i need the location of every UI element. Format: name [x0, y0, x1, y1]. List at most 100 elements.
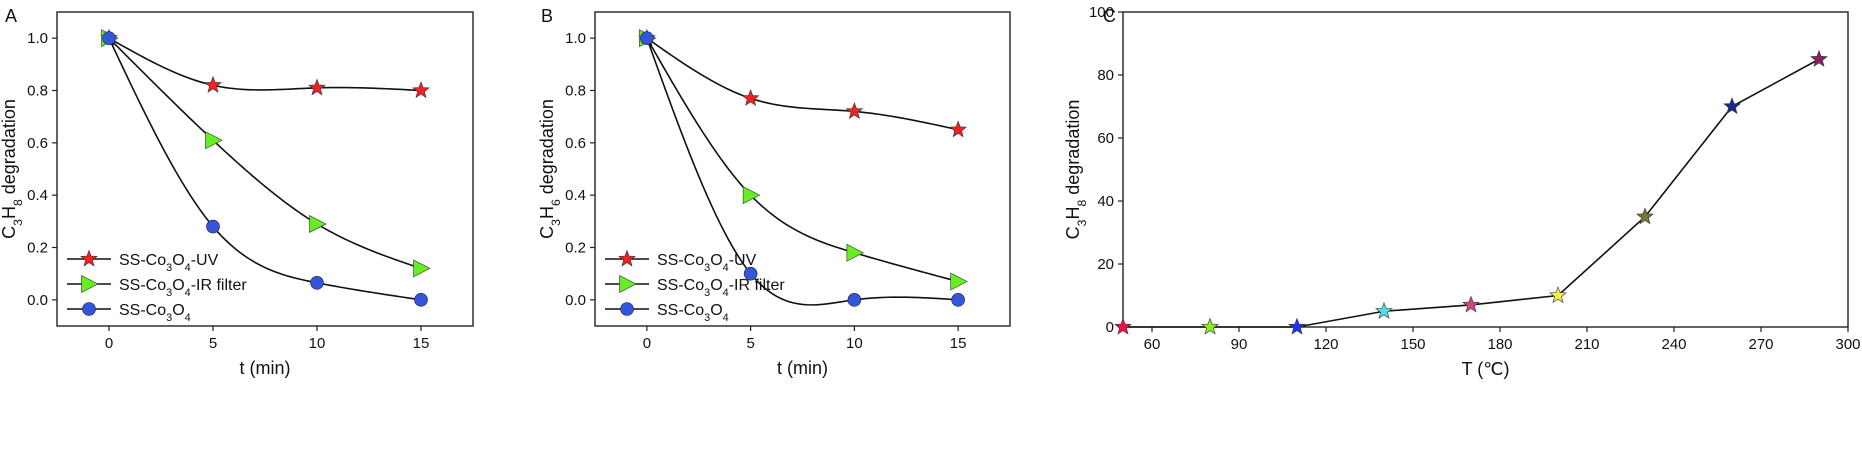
ylabel-sub: 3	[1075, 219, 1089, 226]
legend-sub: 3	[166, 262, 172, 274]
panel-a-data-point	[308, 78, 326, 96]
legend-part: O	[710, 252, 722, 269]
legend-entry-text: SS-Co3O4-UV	[657, 252, 757, 274]
panel-b-data-point	[742, 186, 761, 205]
panel-c-xtick-label: 120	[1313, 336, 1338, 353]
panel-b-ytick-label: 1.0	[565, 30, 586, 47]
panel-c-xtick-label: 270	[1748, 336, 1773, 353]
panel-b-data-point	[845, 102, 864, 119]
panel-b-data-point	[640, 31, 654, 45]
legend-part: O	[710, 302, 722, 319]
legend-part: SS-Co	[119, 277, 166, 294]
ylabel-part: H	[0, 206, 19, 219]
panel-a-ytick-label: 1.0	[27, 30, 48, 47]
panel-a-data-point	[206, 219, 220, 234]
panel-c-xtick-label: 150	[1400, 336, 1425, 353]
panel-a-data-point	[412, 81, 430, 99]
legend-sub: 4	[185, 312, 191, 324]
panel-c-data-point	[1114, 317, 1132, 335]
panel-a-data-point	[205, 131, 223, 150]
panel-b-xtick-label: 10	[846, 335, 863, 352]
panel-c-frame	[1122, 11, 1849, 328]
panel-b-xtick-label: 0	[643, 335, 651, 352]
panel-c-data-point	[1462, 295, 1480, 313]
legend-marker	[80, 249, 98, 267]
panel-a: A0 5 10 150.00.20.40.60.81.0t (min)C3H8 deg…	[0, 6, 474, 378]
panel-c-xtick-label: 240	[1661, 336, 1686, 353]
legend-part: SS-Co	[657, 277, 704, 294]
legend-sub: 3	[704, 287, 710, 299]
panel-a-series-line	[108, 37, 422, 301]
panel-b-ylabel: C3H6 degradation	[537, 99, 563, 239]
legend-part: -IR filter	[729, 277, 786, 294]
panel-c-ytick-label: 40	[1097, 193, 1114, 210]
panel-a-xtick-label: 5	[209, 335, 217, 352]
panel-b-ytick-label: 0.6	[565, 135, 586, 152]
legend-part: SS-Co	[657, 252, 704, 269]
panel-a-series-line	[108, 37, 422, 92]
legend-marker	[618, 249, 636, 267]
panel-c-ytick-label: 80	[1097, 67, 1114, 84]
legend-entry-text: SS-Co3O4	[657, 302, 729, 324]
ylabel-part: H	[1063, 207, 1083, 220]
panel-a-label: A	[5, 6, 17, 26]
panel-a-ytick-label: 0.4	[27, 187, 48, 204]
legend-sub: 3	[704, 262, 710, 274]
panel-b-ytick-label: 0.8	[565, 83, 586, 100]
panel-b-data-point	[743, 266, 758, 281]
panel-a-data-point	[413, 259, 431, 278]
panel-b-label: B	[541, 6, 553, 26]
legend-sub: 4	[723, 287, 729, 299]
panel-c-xtick-label: 180	[1487, 336, 1512, 353]
panel-c-data-point	[1375, 301, 1393, 319]
panel-a-xtick-label: 0	[105, 335, 113, 352]
legend-entry-text: SS-Co3O4-IR filter	[657, 277, 785, 299]
ylabel-sub: 3	[549, 219, 563, 226]
ylabel-sub: 8	[1075, 200, 1089, 207]
panel-c-ytick-label: 60	[1097, 130, 1114, 147]
panel-a-data-point	[204, 75, 222, 93]
panel-c-xtick-label: 60	[1144, 336, 1161, 353]
panel-a-ytick-label: 0.8	[27, 83, 48, 100]
panel-b-xlabel: t (min)	[777, 358, 828, 378]
panel-b-data-point	[950, 272, 968, 291]
panel-c-ytick-label: 20	[1097, 256, 1114, 273]
ylabel-part: C	[537, 226, 557, 239]
legend-part: -UV	[729, 252, 757, 269]
panel-c-data-point	[1810, 49, 1828, 67]
legend-marker	[620, 302, 634, 316]
panel-c-series-line	[1123, 58, 1820, 328]
panel-c-xlabel: T (℃)	[1462, 359, 1510, 379]
panel-a-data-point	[102, 31, 116, 45]
panel-b-xtick-label: 15	[950, 335, 967, 352]
panel-b-series-line	[646, 37, 959, 306]
legend-entry-text: SS-Co3O4-IR filter	[119, 277, 247, 299]
panel-a-ytick-label: 0.2	[27, 240, 48, 257]
panel-a-ylabel: C3H8 degradation	[0, 99, 25, 239]
legend-sub: 4	[185, 287, 191, 299]
legend-part: -IR filter	[191, 277, 248, 294]
legend-entry-text: SS-Co3O4	[119, 302, 191, 324]
panel-c-ytick-label: 0	[1106, 319, 1114, 336]
panel-b-data-point	[951, 293, 965, 307]
panel-c-xtick-label: 300	[1835, 336, 1860, 353]
panel-a-series-line	[108, 37, 422, 270]
ylabel-part: C	[0, 226, 19, 239]
ylabel-part: degradation	[1063, 100, 1083, 200]
legend-sub: 3	[704, 312, 710, 324]
legend-sub: 4	[723, 262, 729, 274]
panel-a-data-point	[309, 214, 327, 233]
panel-a-xlabel: t (min)	[240, 358, 291, 378]
panel-b-xtick-label: 5	[746, 335, 754, 352]
legend-part: O	[172, 277, 184, 294]
legend-part: SS-Co	[657, 302, 704, 319]
ylabel-sub: 6	[549, 199, 563, 206]
panel-a-data-point	[414, 293, 428, 307]
panel-c-ytick-label: 100	[1089, 4, 1114, 21]
panel-b-data-point	[847, 293, 862, 307]
legend-marker	[619, 275, 637, 293]
legend-sub: 3	[166, 312, 172, 324]
